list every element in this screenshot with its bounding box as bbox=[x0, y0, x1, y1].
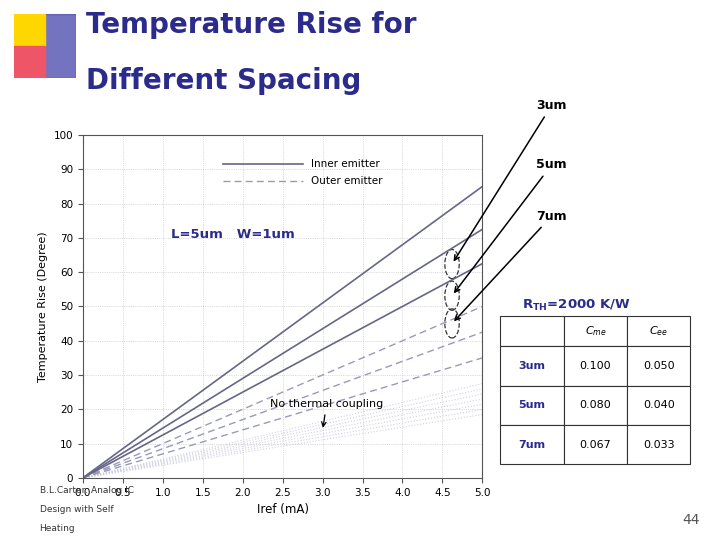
Text: Outer emitter: Outer emitter bbox=[310, 176, 382, 186]
Text: Design with Self: Design with Self bbox=[40, 505, 113, 514]
Text: 0.033: 0.033 bbox=[643, 440, 675, 450]
Text: 0.067: 0.067 bbox=[580, 440, 611, 450]
Text: 44: 44 bbox=[683, 512, 700, 526]
Text: No thermal coupling: No thermal coupling bbox=[270, 399, 383, 427]
Text: Different Spacing: Different Spacing bbox=[86, 67, 361, 95]
Text: 3um: 3um bbox=[518, 361, 546, 371]
Text: $C_{me}$: $C_{me}$ bbox=[585, 325, 606, 338]
Text: $C_{ee}$: $C_{ee}$ bbox=[649, 325, 668, 338]
Text: Inner emitter: Inner emitter bbox=[310, 159, 379, 169]
Text: 0.040: 0.040 bbox=[643, 400, 675, 410]
Text: Heating: Heating bbox=[40, 524, 75, 533]
Text: 7um: 7um bbox=[455, 210, 567, 320]
X-axis label: Iref (mA): Iref (mA) bbox=[256, 503, 309, 516]
Text: $\mathbf{R_{TH}}$=2000 K/W: $\mathbf{R_{TH}}$=2000 K/W bbox=[522, 298, 631, 313]
Text: B.L.Carter: Analog IC: B.L.Carter: Analog IC bbox=[40, 486, 134, 495]
Text: 3um: 3um bbox=[454, 99, 567, 260]
Text: L=5um   W=1um: L=5um W=1um bbox=[171, 227, 294, 241]
Text: Temperature Rise for: Temperature Rise for bbox=[86, 11, 417, 39]
Bar bbox=[14, 14, 45, 46]
Text: 0.100: 0.100 bbox=[580, 361, 611, 371]
Bar bbox=[14, 46, 45, 78]
Y-axis label: Temperature Rise (Degree): Temperature Rise (Degree) bbox=[38, 231, 48, 382]
Text: 5um: 5um bbox=[518, 400, 546, 410]
Text: 7um: 7um bbox=[518, 440, 546, 450]
Text: 5um: 5um bbox=[455, 158, 567, 292]
Text: 0.080: 0.080 bbox=[580, 400, 611, 410]
Text: 0.050: 0.050 bbox=[643, 361, 675, 371]
Bar bbox=[36, 14, 76, 78]
